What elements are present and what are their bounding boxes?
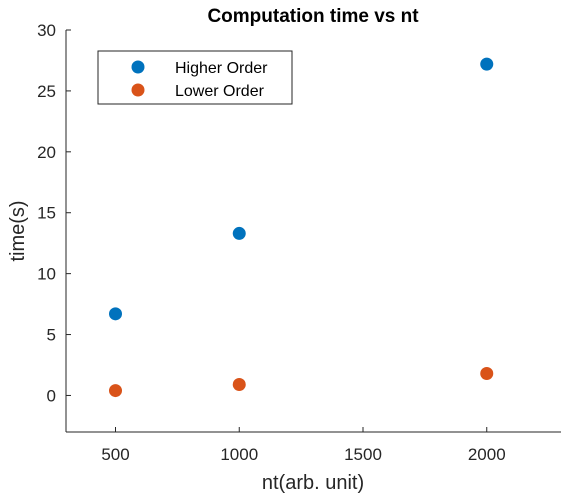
legend-marker [131,83,145,97]
data-point-lower-order [232,377,246,391]
x-tick-label: 1500 [344,445,382,464]
chart-title: Computation time vs nt [207,6,419,27]
y-tick-label: 25 [37,82,56,101]
data-points [109,57,494,398]
data-point-higher-order [109,307,122,321]
x-tick-label: 2000 [468,445,506,464]
axis-ticks: 500 1000 1500 2000 0 5 10 15 20 25 30 [37,21,506,464]
x-tick-label: 1000 [220,445,258,464]
y-tick-label: 30 [37,21,56,40]
y-tick-label: 15 [37,204,56,223]
data-point-lower-order [109,384,122,398]
legend-box [97,50,293,105]
y-tick-label: 20 [37,143,56,162]
plot-axes [65,30,561,433]
x-axis-label: nt(arb. unit) [262,472,364,494]
data-point-higher-order [480,57,494,71]
y-tick-label: 5 [47,326,56,345]
legend-label: Higher Order [175,60,268,77]
y-tick-label: 10 [37,265,56,284]
x-tick-label: 500 [101,445,129,464]
y-axis-label: time(s) [7,200,29,261]
data-point-lower-order [480,367,494,381]
data-point-higher-order [232,226,246,240]
legend-label: Lower Order [175,83,265,100]
legend: Higher Order Lower Order [97,50,293,105]
legend-marker [131,60,145,74]
y-tick-label: 0 [47,386,56,405]
